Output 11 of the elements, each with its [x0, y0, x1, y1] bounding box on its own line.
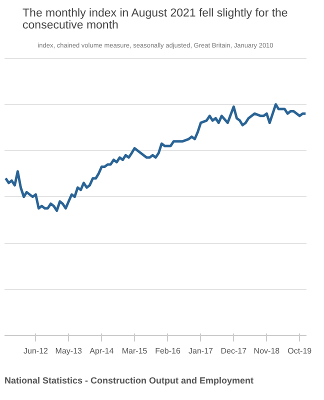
text: National Statistics - Construction Output and Employment: [4, 376, 254, 386]
chart-title: The monthly index in August 2021 fell slightly for the consecutive month: [22, 8, 288, 32]
x-tick-label: Apr-14: [90, 346, 114, 356]
x-tick-label: Jan-17: [188, 346, 214, 356]
x-tick-label: Mar-15: [122, 346, 148, 356]
x-tick-label: Feb-16: [155, 346, 181, 356]
x-tick-label: Nov-18: [254, 346, 280, 356]
x-tick-label: Dec-17: [220, 346, 248, 356]
x-tick-label: Oct-19: [288, 346, 312, 356]
x-tick-label: Jun-12: [24, 346, 49, 356]
x-tick-label: May-13: [55, 346, 83, 356]
